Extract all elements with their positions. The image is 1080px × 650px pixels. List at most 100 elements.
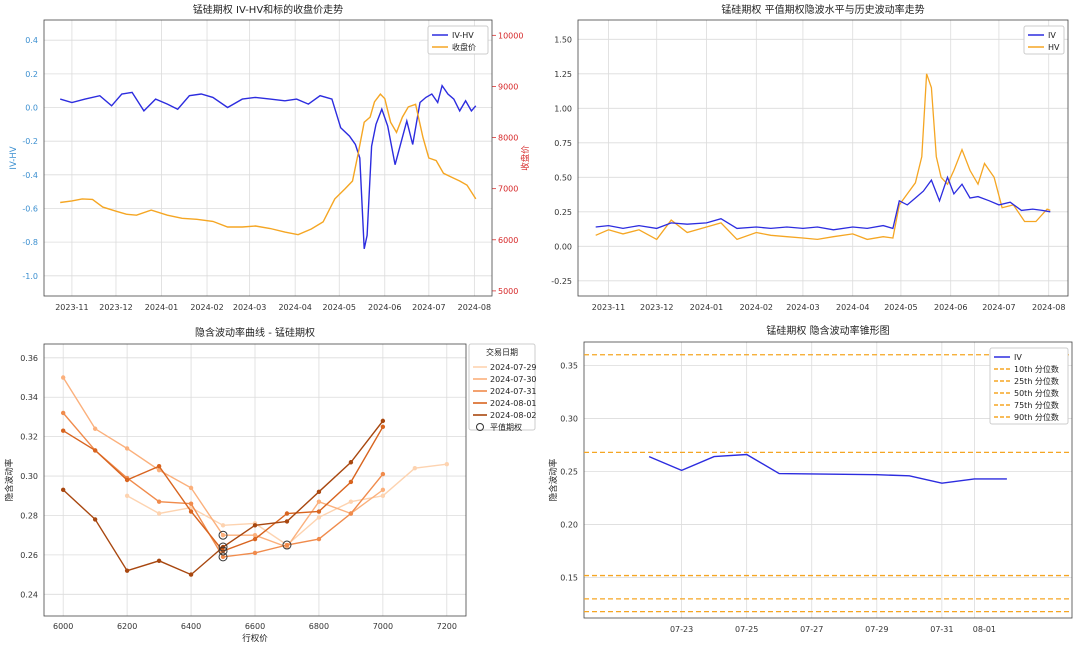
x-tick-label: 2023-12 xyxy=(99,303,132,312)
y-tick-label: 0.20 xyxy=(560,521,578,530)
smile-point xyxy=(252,550,258,556)
smile-point xyxy=(60,410,66,416)
y-tick-label: 1.00 xyxy=(554,104,572,113)
chart-iv-smile: 6000 6200 6400 6600 6800 7000 7200 0.36 0.34 0.32… xyxy=(0,318,540,646)
smile-point xyxy=(124,477,130,483)
x-tick-label: 7200 xyxy=(437,622,457,631)
smile-point xyxy=(188,509,194,514)
smile-line-2024-07-30 xyxy=(62,377,384,548)
legend-label: HV xyxy=(1048,43,1060,52)
smile-point xyxy=(284,542,290,548)
series-line-iv xyxy=(595,175,1051,231)
legend-label: 2024-08-02 xyxy=(490,411,537,420)
y-tick-label: 0.15 xyxy=(560,574,578,583)
x-tick-label: 6600 xyxy=(245,622,265,631)
atm-option-marker xyxy=(218,552,228,562)
smile-point xyxy=(348,499,354,504)
atm-option-marker xyxy=(218,542,228,552)
y-tick-label: 0.36 xyxy=(20,354,38,363)
plot-frame xyxy=(43,343,467,617)
smile-point xyxy=(156,464,162,469)
smile-point xyxy=(156,511,162,516)
y-axis-label: 隐含波动率 xyxy=(4,458,15,501)
legend-label: 2024-07-30 xyxy=(490,375,537,384)
y-tick-label: -0.4 xyxy=(22,171,38,180)
legend-label: 2024-08-01 xyxy=(490,399,537,408)
legend-label: 50th 分位数 xyxy=(1014,388,1059,398)
legend-label: 收盘价 xyxy=(452,42,476,52)
iv-cone-chart-svg: 07-23 07-25 07-27 07-29 07-31 08-01 0.35 0.30 0.… xyxy=(548,324,1073,634)
smile-point xyxy=(60,428,66,433)
smile-point xyxy=(156,499,162,504)
y-tick-label: 0.75 xyxy=(554,139,572,148)
x-tick-label: 2024-05 xyxy=(323,303,356,312)
y2-tick-label: 8000 xyxy=(498,134,518,143)
legend-label: 2024-07-31 xyxy=(490,387,537,396)
x-tick-label: 2024-06 xyxy=(368,303,401,312)
y-tick-label: 1.50 xyxy=(554,35,572,44)
smile-point xyxy=(380,493,386,498)
x-tick-label: 07-29 xyxy=(865,625,888,634)
y-tick-label: 0.00 xyxy=(554,242,572,251)
y-tick-label: -0.8 xyxy=(22,238,38,247)
x-tick-label: 2024-03 xyxy=(233,303,266,312)
x-tick-label: 2024-01 xyxy=(690,303,723,312)
smile-point xyxy=(316,489,322,495)
plot-frame xyxy=(43,19,493,297)
smile-point xyxy=(252,536,258,542)
smile-point xyxy=(60,375,66,380)
series-line-iv-hv xyxy=(60,83,477,250)
plot-frame xyxy=(583,341,1073,619)
iv-smile-chart-svg: 6000 6200 6400 6600 6800 7000 7200 0.36 0.34 0.32… xyxy=(4,326,537,644)
y2-axis-label: 收盘价 xyxy=(520,145,531,171)
y2-tick-label: 7000 xyxy=(498,185,518,194)
smile-point xyxy=(316,515,322,520)
chart-iv-hv-close: 2023-11 2023-12 2024-01 2024-02 2024-03 2024-… xyxy=(0,0,540,318)
legend-label: IV xyxy=(1014,353,1022,362)
x-tick-label: 07-31 xyxy=(930,625,953,634)
y-tick-label: 0.0 xyxy=(25,104,38,113)
legend-label: 25th 分位数 xyxy=(1014,376,1059,386)
legend-label: IV xyxy=(1048,31,1056,40)
y-tick-label: -0.2 xyxy=(22,137,38,146)
smile-point xyxy=(124,446,130,451)
x-tick-label: 2024-01 xyxy=(145,303,178,312)
x-tick-label: 2024-07 xyxy=(412,303,445,312)
x-tick-label: 2023-11 xyxy=(55,303,88,312)
y-tick-label: 0.32 xyxy=(20,433,38,442)
y2-tick-label: 6000 xyxy=(498,236,518,245)
smile-point xyxy=(348,511,354,516)
smile-point xyxy=(380,418,386,424)
legend-label: 平值期权 xyxy=(490,422,522,432)
y-tick-label: 0.25 xyxy=(560,468,578,477)
atm-option-marker xyxy=(218,530,228,540)
smile-point xyxy=(380,487,386,493)
y-tick-label: 0.28 xyxy=(20,511,38,520)
smile-point xyxy=(380,471,386,477)
x-tick-label: 2023-11 xyxy=(592,303,625,312)
chart-title: 锰硅期权 IV-HV和标的收盘价走势 xyxy=(193,3,343,16)
chart-title: 隐含波动率曲线 - 锰硅期权 xyxy=(195,326,315,339)
smile-point xyxy=(156,558,162,564)
plot-frame xyxy=(577,19,1069,297)
y2-tick-label: 5000 xyxy=(498,287,518,296)
chart-title: 锰硅期权 平值期权隐波水平与历史波动率走势 xyxy=(721,3,924,16)
y-axis-label: 隐含波动率 xyxy=(548,458,559,501)
y-tick-label: 0.2 xyxy=(25,70,38,79)
y-tick-label: 0.24 xyxy=(20,590,38,599)
smile-point xyxy=(124,493,130,498)
smile-point xyxy=(92,448,98,453)
series-line-close-price xyxy=(60,93,477,236)
smile-point xyxy=(188,485,194,491)
x-tick-label: 2024-07 xyxy=(982,303,1015,312)
smile-point xyxy=(284,511,290,516)
x-tick-label: 6800 xyxy=(309,622,329,631)
x-tick-label: 2024-08 xyxy=(1032,303,1065,312)
x-tick-label: 07-25 xyxy=(735,625,758,634)
legend-label: 10th 分位数 xyxy=(1014,364,1059,374)
atm-iv-hv-chart-svg: 2023-11 2023-12 2024-01 2024-02 2024-03 2024-… xyxy=(551,3,1069,312)
smile-point xyxy=(316,536,322,542)
iv-line xyxy=(648,453,1007,484)
chart-iv-cone: 07-23 07-25 07-27 07-29 07-31 08-01 0.35 0.30 0.… xyxy=(540,318,1080,646)
y-tick-label: 0.4 xyxy=(25,36,38,45)
